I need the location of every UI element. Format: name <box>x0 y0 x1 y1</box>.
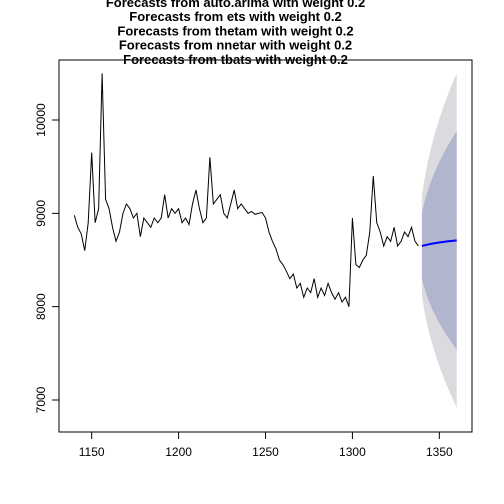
chart-title: Forecasts from ets with weight 0.2 <box>129 9 341 24</box>
chart-title: Forecasts from auto.arima with weight 0.… <box>106 0 365 10</box>
data-line <box>73 73 419 307</box>
chart-title: Forecasts from thetam with weight 0.2 <box>117 23 353 38</box>
x-tick-label: 1300 <box>339 445 366 459</box>
forecast-line <box>421 239 457 247</box>
y-tick-label: 7000 <box>34 386 48 413</box>
x-tick-label: 1200 <box>165 445 192 459</box>
y-tick-label: 10000 <box>34 103 48 137</box>
y-tick-label: 8000 <box>34 293 48 320</box>
y-tick-label: 9000 <box>34 200 48 227</box>
chart-title: Forecasts from tbats with weight 0.2 <box>123 52 348 67</box>
x-tick-label: 1250 <box>252 445 279 459</box>
prediction-interval <box>421 131 457 350</box>
chart-title: Forecasts from nnetar with weight 0.2 <box>119 38 352 53</box>
x-tick-label: 1150 <box>79 445 105 459</box>
x-tick-label: 1350 <box>426 445 453 459</box>
